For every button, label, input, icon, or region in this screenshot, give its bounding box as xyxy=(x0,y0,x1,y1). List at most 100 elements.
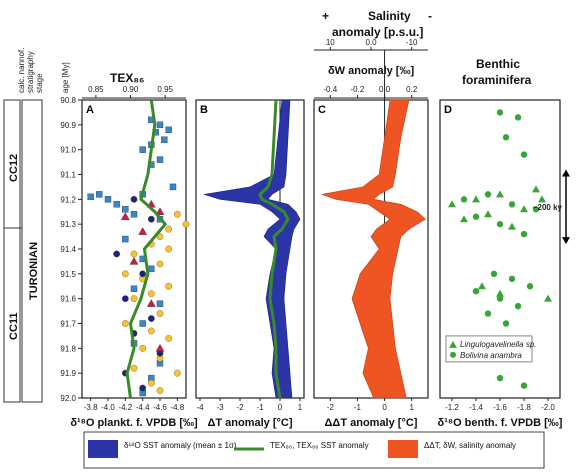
panel-a-point xyxy=(156,260,164,268)
panel-a-point xyxy=(122,206,129,213)
panel-d-point xyxy=(460,196,468,203)
benthic-label-2: foraminifera xyxy=(462,73,532,87)
panel-a-point xyxy=(130,250,138,258)
age-tick-label: 91.8 xyxy=(60,344,76,353)
panel-d-point xyxy=(484,210,492,218)
panel-a-point xyxy=(147,315,155,322)
x-tick-label: -4.4 xyxy=(136,403,150,412)
panel-c-orange-band xyxy=(320,99,426,399)
panel-a-point xyxy=(165,334,173,342)
legend-green-text: TEX₈₆, TEX₈₆ SST anomaly xyxy=(270,441,369,450)
panel-d-point xyxy=(484,310,492,317)
panel-d-legend-box xyxy=(445,335,533,363)
panel-a-point xyxy=(155,343,165,352)
panel-d-point xyxy=(508,201,516,208)
panel-d-point xyxy=(508,222,516,230)
panel-d-point xyxy=(448,200,456,208)
panel-d-point xyxy=(472,213,480,220)
panel-a-point xyxy=(148,265,155,273)
strat-columns: CC12 CC11 TURONIAN xyxy=(3,99,43,403)
age-tick-label: 91.0 xyxy=(60,146,76,155)
age-tick-label: 90.8 xyxy=(60,96,76,105)
tex-title: TEX₈₆ xyxy=(110,71,144,85)
age-tick-label: 91.1 xyxy=(60,171,76,180)
dw-tick-label: -0.4 xyxy=(323,85,337,94)
panel-d-point xyxy=(496,295,504,302)
panel-a-point xyxy=(169,183,177,191)
age-tick-label: 91.9 xyxy=(60,369,76,378)
panel-a-point xyxy=(147,327,155,335)
x-tick-label: -3.8 xyxy=(84,403,98,412)
annotation-arrow-down xyxy=(562,237,570,245)
panel-a-point xyxy=(173,369,181,377)
age-label: age [My] xyxy=(61,62,70,93)
strat-header: calc. nannof. stratigraphy stage age [My… xyxy=(17,48,70,93)
panel-c-xlabel: ΔΔT anomaly [°C] xyxy=(325,417,418,429)
panel-d-legend-label: Lingulogavelinella sp. xyxy=(460,340,537,349)
age-tick-label: 90.9 xyxy=(60,121,76,130)
panel-d-point xyxy=(502,320,510,327)
x-tick-label: -2.0 xyxy=(541,403,555,412)
panel-a-point xyxy=(122,235,129,243)
dw-tick-label: -0.2 xyxy=(351,85,365,94)
panel-a-point xyxy=(139,384,147,392)
salinity-plus: + xyxy=(322,9,329,23)
panel-d-point xyxy=(544,294,552,302)
panel-a-point xyxy=(104,196,112,203)
age-tick-label: 91.6 xyxy=(60,295,76,304)
panel-a-point xyxy=(155,207,165,215)
salinity-tick-label: 10 xyxy=(326,38,335,47)
panel-a-point xyxy=(147,215,155,223)
panel-a-point xyxy=(147,379,155,387)
salinity-label-1: Salinity xyxy=(368,9,411,23)
panel-a-point xyxy=(161,136,168,143)
panel-a-point xyxy=(165,245,173,253)
panel-d-point xyxy=(520,205,528,213)
panel-a-point xyxy=(130,211,138,218)
stage-turonian: TURONIAN xyxy=(28,242,40,300)
panel-c-letter: C xyxy=(318,104,326,116)
benthic-label-1: Benthic xyxy=(476,57,520,71)
legend-blue-swatch xyxy=(88,440,118,458)
panel-d-point xyxy=(538,195,546,203)
x-tick-label: -1.2 xyxy=(445,403,459,412)
x-tick-label: -2 xyxy=(327,403,335,412)
legend: δ¹⁸O SST anomaly (mean ± 1σ) TEX₈₆, TEX₈… xyxy=(83,431,545,469)
x-tick-label: -1.8 xyxy=(517,403,531,412)
panel-d-point xyxy=(502,134,510,141)
panel-a-tex-line xyxy=(125,99,168,399)
panel-a-point xyxy=(165,225,173,233)
panel-a-letter: A xyxy=(86,104,94,116)
annotation-arrow-up xyxy=(562,169,570,177)
panel-d-point xyxy=(532,185,540,193)
panel-b-xlabel: ΔT anomaly [°C] xyxy=(207,417,292,429)
panel-d-point xyxy=(526,283,534,290)
age-tick-label: 91.4 xyxy=(60,245,76,254)
panel-c-frame xyxy=(313,99,429,399)
panel-d-point xyxy=(520,382,528,389)
panel-d-point xyxy=(496,289,504,297)
panel-a-point xyxy=(182,220,190,228)
panel-d-point xyxy=(478,282,486,290)
panel-a-point xyxy=(130,195,138,203)
panel-a-xlabel: δ¹⁸O plankt. f. VPDB [‰] xyxy=(70,417,198,429)
age-tick-label: 92.0 xyxy=(60,394,76,403)
x-tick-label: 0 xyxy=(382,403,387,412)
salinity-minus: - xyxy=(428,9,432,23)
panel-a-point xyxy=(96,191,103,198)
panel-a-point xyxy=(130,295,138,303)
panel-d-point xyxy=(460,215,468,223)
panel-a-point xyxy=(146,299,156,307)
legend-orange-text: ΔΔT, δW, salinity anomaly xyxy=(424,441,516,450)
strat-col-3: stage xyxy=(35,73,44,93)
panel-a-point xyxy=(87,193,94,201)
panel-d-point xyxy=(514,302,522,310)
panel-a-point xyxy=(121,270,129,278)
zone-cc11: CC11 xyxy=(8,312,20,340)
panel-a-point xyxy=(156,156,164,163)
strat-col-2: stratigraphy xyxy=(26,51,35,93)
panel-a-point xyxy=(156,121,164,129)
panel-a-point xyxy=(165,126,172,134)
panel-a-point xyxy=(113,250,121,258)
